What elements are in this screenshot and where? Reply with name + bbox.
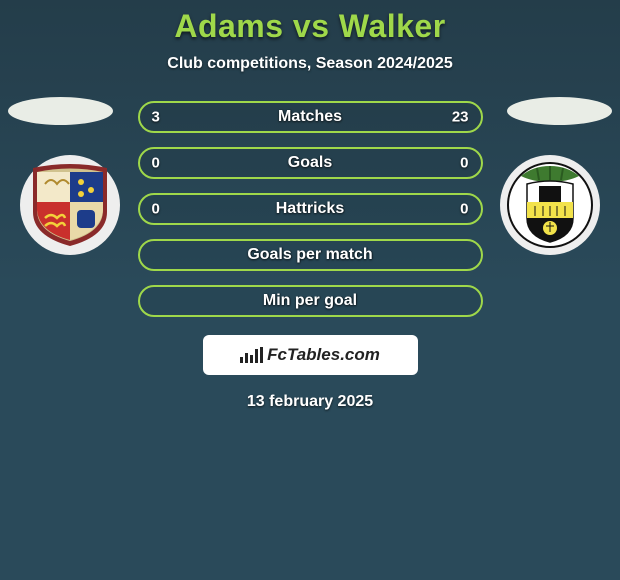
stat-right-value: 0 [460,155,468,172]
stat-label: Goals [288,154,332,172]
brand-logo-box[interactable]: FcTables.com [203,335,418,375]
stat-row-goals-per-match: Goals per match [138,239,483,271]
comparison-title: Adams vs Walker [0,8,620,45]
stat-left-value: 0 [152,201,160,218]
avatar-placeholder-left [8,97,113,125]
club-crest-left [20,155,120,255]
stat-label: Min per goal [263,292,357,310]
stat-left-value: 3 [152,109,160,126]
club-crest-right [500,155,600,255]
avatar-placeholder-right [507,97,612,125]
stats-wrapper: 3 Matches 23 0 Goals 0 0 Hattricks 0 Goa… [0,101,620,411]
badge-icon [505,160,595,250]
infographic-container: Adams vs Walker Club competitions, Seaso… [0,0,620,411]
stat-row-matches: 3 Matches 23 [138,101,483,133]
stat-row-goals: 0 Goals 0 [138,147,483,179]
date-text: 13 february 2025 [0,393,620,411]
shield-icon [31,162,109,248]
stat-row-min-per-goal: Min per goal [138,285,483,317]
comparison-subtitle: Club competitions, Season 2024/2025 [0,55,620,73]
stat-right-value: 23 [452,109,469,126]
stat-right-value: 0 [460,201,468,218]
brand-name: FcTables.com [267,345,380,365]
stat-rows: 3 Matches 23 0 Goals 0 0 Hattricks 0 Goa… [138,101,483,317]
stat-label: Goals per match [247,246,372,264]
stat-label: Matches [278,108,342,126]
stat-left-value: 0 [152,155,160,172]
stat-row-hattricks: 0 Hattricks 0 [138,193,483,225]
bar-chart-icon [240,347,263,363]
stat-label: Hattricks [276,200,344,218]
